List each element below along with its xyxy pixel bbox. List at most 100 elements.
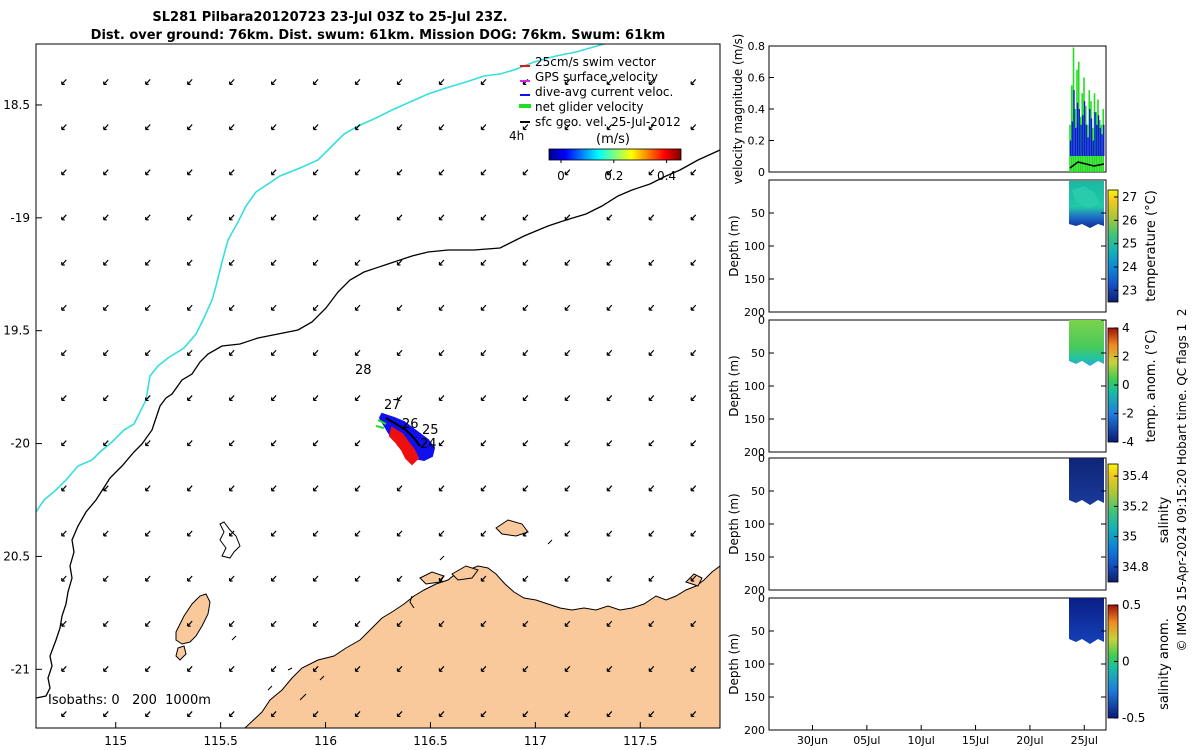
salinity-anomaly-panel: 0 50 100 150 200 30Jun 05Jul 10Jul 15Jul 20Jul 25… bbox=[727, 592, 1172, 747]
surface-velocity-arrow bbox=[564, 169, 571, 176]
surface-velocity-arrow bbox=[564, 259, 571, 266]
surface-velocity-arrow bbox=[648, 665, 655, 672]
glider-dive-avg-current-vectors bbox=[378, 412, 436, 462]
legend-label: 25cm/s swim vector bbox=[535, 55, 656, 69]
surface-velocity-arrow bbox=[480, 665, 487, 672]
surface-velocity-arrow bbox=[187, 395, 193, 402]
map-y-tick-label: 18.5 bbox=[3, 98, 30, 112]
surface-velocity-arrow bbox=[229, 259, 235, 266]
surface-velocity-arrow bbox=[61, 665, 67, 672]
scale-label-4h: 4h bbox=[509, 129, 524, 143]
speed-colorbar bbox=[548, 148, 682, 161]
surface-velocity-arrow bbox=[690, 620, 697, 627]
surface-velocity-arrow bbox=[103, 124, 109, 131]
surface-velocity-arrow bbox=[312, 530, 319, 537]
temp-anomaly-colorbar-ticks: 4 2 0 -2 -4 bbox=[1114, 321, 1134, 449]
time-x-tick-label: 25Jul bbox=[1071, 734, 1098, 747]
surface-velocity-arrow bbox=[229, 304, 235, 311]
colorbar-tick-label: 26 bbox=[1122, 213, 1137, 227]
surface-velocity-arrow bbox=[187, 530, 193, 537]
surface-velocity-arrow bbox=[187, 711, 193, 718]
map-y-axis: 18.5 -19 19.5 -20 20.5 -21 bbox=[3, 98, 42, 676]
colorbar-tick-label: -0.5 bbox=[1122, 711, 1145, 725]
speed-colorbar-tick-label: 0 bbox=[557, 169, 565, 183]
surface-velocity-arrow bbox=[229, 349, 235, 356]
surface-velocity-arrow bbox=[480, 530, 487, 537]
colorbar-tick-label: 0 bbox=[1122, 378, 1130, 392]
surface-velocity-arrow bbox=[522, 214, 529, 221]
panel-y-tick-label: 100 bbox=[744, 240, 765, 253]
surface-velocity-arrow bbox=[690, 530, 697, 537]
salinity-colorbar bbox=[1107, 463, 1119, 583]
legend-label: GPS surface velocity bbox=[535, 70, 658, 84]
surface-velocity-arrow bbox=[606, 620, 613, 627]
surface-velocity-arrow bbox=[438, 169, 445, 176]
surface-velocity-arrow bbox=[564, 575, 571, 582]
surface-velocity-arrow bbox=[606, 78, 613, 85]
surface-velocity-arrow bbox=[229, 214, 235, 221]
surface-velocity-arrow bbox=[648, 530, 655, 537]
surface-velocity-arrow bbox=[61, 711, 67, 718]
colorbar-tick-label: 35.4 bbox=[1122, 469, 1149, 483]
surface-velocity-arrow bbox=[690, 78, 697, 85]
surface-velocity-arrow bbox=[522, 124, 529, 131]
surface-velocity-arrow bbox=[270, 169, 277, 176]
map-y-tick-label: 19.5 bbox=[3, 324, 30, 338]
colorbar-tick-label: -4 bbox=[1122, 435, 1134, 449]
surface-velocity-arrow bbox=[564, 349, 571, 356]
legend-label: net glider velocity bbox=[535, 100, 643, 114]
surface-velocity-arrow bbox=[103, 440, 109, 447]
surface-velocity-arrow bbox=[312, 575, 319, 582]
map-x-tick-label: 115.5 bbox=[203, 734, 237, 748]
salinity-section bbox=[1069, 458, 1104, 505]
velocity-y-tick-label: 0.2 bbox=[748, 135, 766, 148]
velocity-series bbox=[1069, 47, 1105, 172]
surface-velocity-arrow bbox=[354, 124, 361, 131]
legend-item-dive-avg: dive-avg current veloc. bbox=[520, 85, 673, 99]
surface-velocity-arrow bbox=[61, 124, 67, 131]
map-y-tick-label: -20 bbox=[10, 437, 30, 451]
surface-velocity-arrow bbox=[103, 304, 109, 311]
surface-velocity-arrow bbox=[480, 124, 487, 131]
surface-velocity-arrow bbox=[270, 349, 277, 356]
island-cluster-4 bbox=[685, 573, 703, 587]
map-x-tick-label: 117 bbox=[524, 734, 547, 748]
surface-velocity-arrow bbox=[396, 259, 403, 266]
speed-colorbar-tick-label: 0.2 bbox=[604, 169, 623, 183]
surface-velocity-arrow bbox=[396, 124, 403, 131]
surface-velocity-arrow bbox=[438, 124, 445, 131]
surface-velocity-arrow bbox=[522, 711, 529, 718]
surface-velocity-arrow bbox=[145, 304, 151, 311]
isobaths-label: Isobaths: 0 200 1000m bbox=[48, 693, 211, 708]
colorbar-tick-label: 35.2 bbox=[1122, 499, 1149, 513]
surface-velocity-arrow bbox=[270, 711, 277, 718]
surface-velocity-arrow bbox=[438, 259, 445, 266]
island-cluster-2 bbox=[451, 565, 479, 581]
time-x-tick-label: 10Jul bbox=[908, 734, 935, 747]
temperature-y-axis: 50 100 150 200 bbox=[744, 207, 1106, 319]
island-cluster-1 bbox=[419, 571, 445, 585]
surface-velocity-arrow bbox=[480, 214, 487, 221]
surface-velocity-arrow bbox=[312, 78, 319, 85]
surface-velocity-arrow bbox=[229, 620, 235, 627]
surface-velocity-arrow bbox=[229, 440, 235, 447]
surface-velocity-arrow bbox=[61, 304, 67, 311]
track-label-25: 25 bbox=[422, 423, 439, 438]
temperature-warm-patch bbox=[1072, 186, 1100, 208]
surface-velocity-arrow bbox=[606, 214, 613, 221]
surface-velocity-arrow bbox=[522, 259, 529, 266]
map-y-tick-label: -21 bbox=[10, 662, 30, 676]
surface-velocity-arrow bbox=[229, 78, 235, 85]
panel-y-tick-label: 150 bbox=[744, 691, 765, 704]
time-x-tick-label: 15Jul bbox=[962, 734, 989, 747]
credit-text: © IMOS 15-Apr-2024 09:15:20 Hobart time.… bbox=[1175, 309, 1189, 652]
surface-velocity-arrow bbox=[103, 665, 109, 672]
surface-velocity-arrow bbox=[648, 304, 655, 311]
surface-velocity-arrow bbox=[564, 78, 571, 85]
surface-velocity-arrow bbox=[606, 711, 613, 718]
colorbar-tick-label: 25 bbox=[1122, 237, 1137, 251]
velocity-y-tick-label: 0.8 bbox=[748, 40, 766, 53]
surface-velocity-arrow bbox=[103, 530, 109, 537]
surface-velocity-arrow bbox=[438, 78, 445, 85]
track-label-28: 28 bbox=[355, 363, 372, 378]
